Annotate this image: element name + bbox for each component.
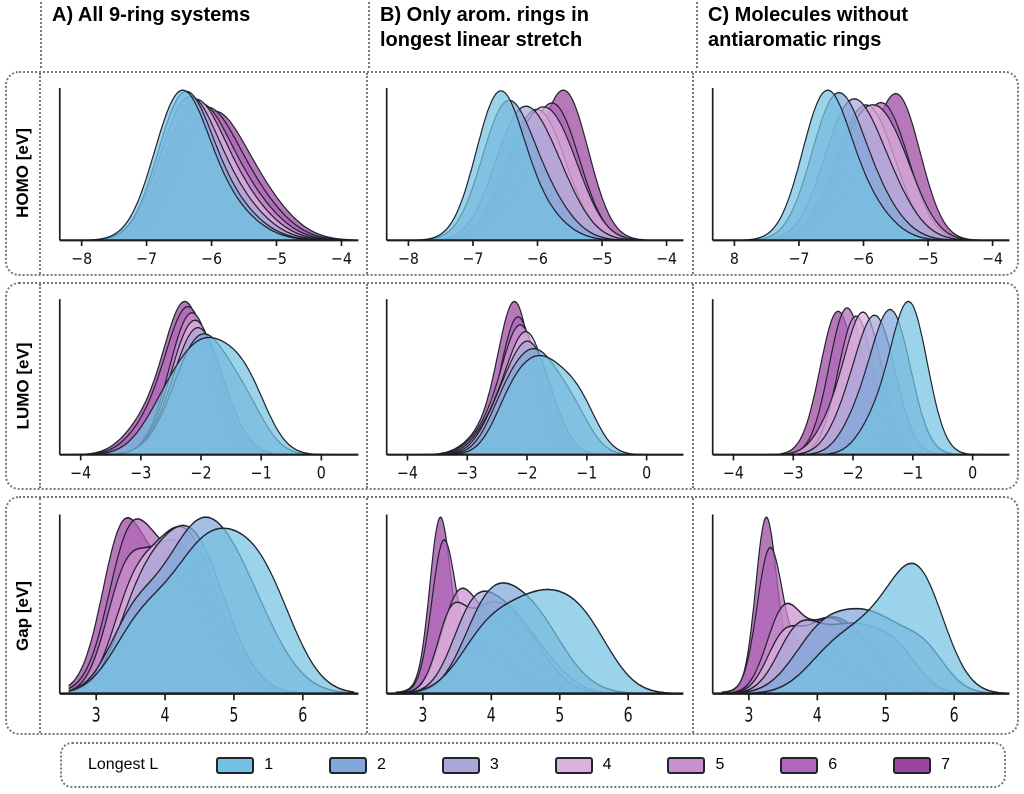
row-gap: Gap [eV] 3 4 5 6 3 4 5 6 3 4 5 6 xyxy=(5,496,1019,735)
kde-svg-homo-b: −8 −7 −6 −5 −4 xyxy=(386,87,684,268)
svg-text:−5: −5 xyxy=(266,249,287,268)
svg-text:5: 5 xyxy=(556,704,565,727)
legend-item-3: 3 xyxy=(441,756,499,774)
legend-items: 1 2 3 4 5 6 7 xyxy=(188,756,978,774)
svg-text:−2: −2 xyxy=(517,463,538,482)
kde-panel-homo-c: 8 −7 −6 −5 −4 xyxy=(691,73,1017,274)
legend-label-6: 6 xyxy=(828,756,838,773)
row-label-homo: HOMO [eV] xyxy=(7,73,41,274)
row-label-lumo-text: LUMO [eV] xyxy=(13,342,33,430)
svg-text:6: 6 xyxy=(298,704,307,727)
kde-svg-homo-c: 8 −7 −6 −5 −4 xyxy=(711,87,1010,268)
header-spacer xyxy=(0,2,40,68)
svg-text:0: 0 xyxy=(642,463,651,482)
svg-text:−6: −6 xyxy=(201,249,222,268)
row-label-lumo: LUMO [eV] xyxy=(7,283,41,489)
svg-text:−4: −4 xyxy=(982,249,1003,268)
kde-panel-lumo-b: −4 −3 −2 −1 0 xyxy=(366,283,691,489)
legend-swatch-7 xyxy=(893,756,932,774)
legend-label-4: 4 xyxy=(602,756,612,773)
svg-text:−4: −4 xyxy=(397,463,418,482)
svg-text:−5: −5 xyxy=(917,249,938,268)
kde-svg-lumo-c: −4 −3 −2 −1 0 xyxy=(711,298,1010,483)
svg-text:−8: −8 xyxy=(398,249,419,268)
row-label-homo-text: HOMO [eV] xyxy=(13,128,33,219)
svg-text:−7: −7 xyxy=(463,249,484,268)
legend: Longest L 1 2 3 4 5 6 7 xyxy=(60,742,1006,788)
svg-text:−3: −3 xyxy=(130,463,151,482)
svg-text:−6: −6 xyxy=(527,249,548,268)
svg-text:−8: −8 xyxy=(71,249,92,268)
legend-swatch-3 xyxy=(441,756,480,774)
svg-text:6: 6 xyxy=(624,704,633,727)
svg-text:−1: −1 xyxy=(902,463,923,482)
legend-label-1: 1 xyxy=(264,756,274,773)
svg-text:−3: −3 xyxy=(782,463,803,482)
svg-text:4: 4 xyxy=(487,704,496,727)
kde-panel-lumo-a: −4 −3 −2 −1 0 xyxy=(41,284,366,489)
legend-item-1: 1 xyxy=(216,756,273,774)
legend-label-3: 3 xyxy=(489,756,499,773)
row-lumo: LUMO [eV] −4 −3 −2 −1 0 −4 −3 −2 −1 0 −4 −3 −2 −1 0 xyxy=(5,281,1019,491)
kde-svg-homo-a: −8 −7 −6 −5 −4 xyxy=(58,87,359,268)
kde-panel-gap-c: 3 4 5 6 xyxy=(691,498,1017,733)
legend-swatch-4 xyxy=(554,756,593,774)
svg-text:−4: −4 xyxy=(656,249,677,268)
legend-label-2: 2 xyxy=(377,756,386,773)
kde-panel-gap-b: 3 4 5 6 xyxy=(366,498,691,733)
header-col-a: A) All 9-ring systems xyxy=(40,2,368,68)
column-headers: A) All 9-ring systems B) Only arom. ring… xyxy=(0,2,1024,68)
legend-item-5: 5 xyxy=(667,756,724,774)
svg-text:−2: −2 xyxy=(190,463,211,482)
svg-text:−6: −6 xyxy=(853,249,874,268)
legend-title: Longest L xyxy=(88,756,159,773)
svg-text:0: 0 xyxy=(317,463,326,482)
legend-swatch-6 xyxy=(780,756,819,774)
svg-text:−1: −1 xyxy=(577,463,598,482)
svg-text:−3: −3 xyxy=(457,463,478,482)
svg-text:5: 5 xyxy=(881,704,890,727)
row-label-gap-text: Gap [eV] xyxy=(13,580,32,651)
svg-text:3: 3 xyxy=(92,704,101,727)
svg-text:−5: −5 xyxy=(592,249,613,268)
kde-svg-lumo-a: −4 −3 −2 −1 0 xyxy=(58,298,359,483)
kde-panel-gap-a: 3 4 5 6 xyxy=(41,498,366,733)
row-label-gap: Gap [eV] xyxy=(7,498,41,733)
kde-svg-gap-a: 3 4 5 6 xyxy=(58,515,359,727)
svg-text:5: 5 xyxy=(229,704,238,727)
header-col-c: C) Molecules without antiaromatic rings xyxy=(696,2,1024,68)
svg-text:−4: −4 xyxy=(723,463,744,482)
legend-label-5: 5 xyxy=(715,756,725,773)
kde-panel-homo-a: −8 −7 −6 −5 −4 xyxy=(41,73,366,274)
legend-swatch-2 xyxy=(329,756,368,774)
kde-panel-lumo-c: −4 −3 −2 −1 0 xyxy=(691,283,1017,489)
svg-text:−2: −2 xyxy=(842,463,863,482)
kde-svg-gap-c: 3 4 5 6 xyxy=(711,515,1010,727)
svg-text:8: 8 xyxy=(730,249,739,268)
svg-text:3: 3 xyxy=(419,704,428,727)
svg-text:6: 6 xyxy=(949,704,958,727)
legend-swatch-5 xyxy=(667,756,706,774)
svg-text:−7: −7 xyxy=(788,249,809,268)
svg-text:3: 3 xyxy=(744,704,753,727)
legend-item-6: 6 xyxy=(780,756,837,774)
svg-text:−1: −1 xyxy=(251,463,272,482)
svg-text:4: 4 xyxy=(161,704,170,727)
row-homo: HOMO [eV] −8 −7 −6 −5 −4 −8 −7 −6 −5 −4 8 −7 −6 −5−… xyxy=(5,71,1019,276)
legend-item-2: 2 xyxy=(329,756,386,774)
svg-text:−4: −4 xyxy=(70,463,91,482)
kde-panel-homo-b: −8 −7 −6 −5 −4 xyxy=(366,73,691,274)
kde-svg-gap-b: 3 4 5 6 xyxy=(386,515,684,727)
svg-text:−4: −4 xyxy=(331,249,352,268)
legend-item-7: 7 xyxy=(893,756,950,774)
svg-text:0: 0 xyxy=(968,463,977,482)
legend-label-7: 7 xyxy=(941,756,951,773)
svg-text:4: 4 xyxy=(812,704,821,727)
legend-swatch-1 xyxy=(216,756,255,774)
legend-item-4: 4 xyxy=(554,756,612,774)
svg-text:−7: −7 xyxy=(136,249,157,268)
header-col-b: B) Only arom. rings in longest linear st… xyxy=(368,2,696,68)
kde-svg-lumo-b: −4 −3 −2 −1 0 xyxy=(386,298,684,483)
